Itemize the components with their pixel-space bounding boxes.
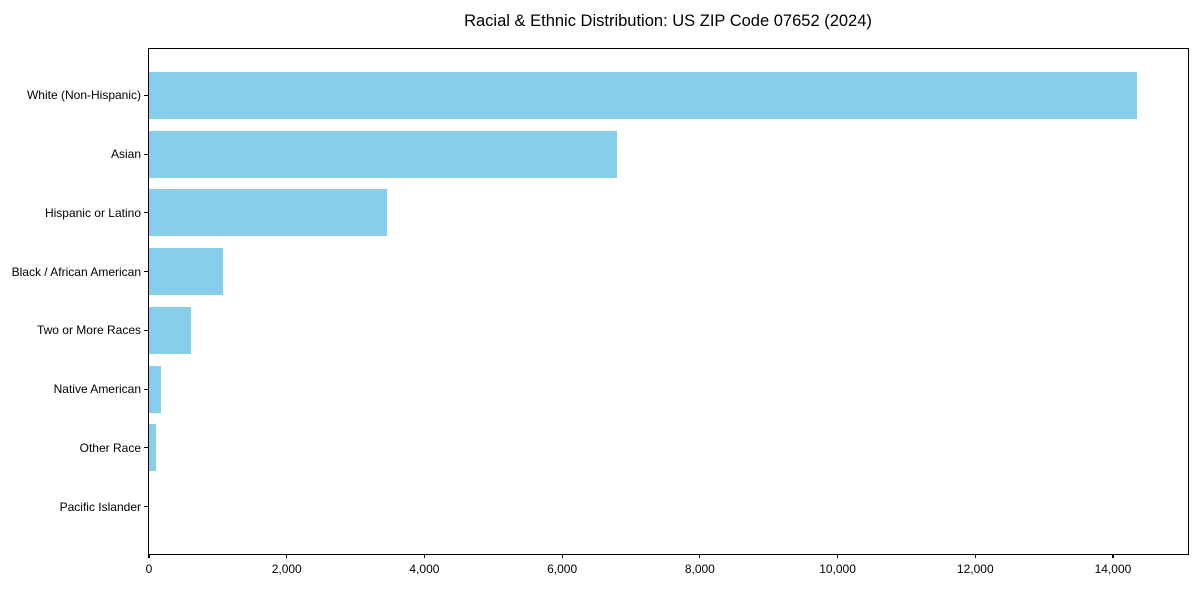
plot-frame — [147, 47, 1189, 555]
y-tick-mark — [144, 271, 149, 273]
x-tick-label: 14,000 — [1094, 562, 1132, 576]
x-tick-label: 6,000 — [547, 562, 578, 576]
x-tick-mark — [836, 553, 839, 559]
plot-area — [149, 49, 1187, 553]
x-tick-mark — [148, 553, 150, 559]
bar — [149, 306, 191, 354]
bar — [149, 248, 224, 296]
y-tick-mark — [144, 447, 149, 449]
y-tick-label: Black / African American — [11, 264, 141, 279]
y-tick-mark — [144, 329, 149, 331]
x-tick-mark — [699, 553, 701, 559]
x-tick-mark — [286, 553, 288, 559]
y-tick-mark — [144, 94, 149, 96]
y-tick-label: Other Race — [79, 440, 141, 455]
y-tick-mark — [144, 212, 149, 214]
bar — [149, 189, 387, 237]
x-tick-mark — [974, 553, 976, 559]
x-tick-mark — [1112, 553, 1114, 559]
bar — [149, 365, 161, 413]
x-tick-label: 4,000 — [409, 562, 440, 576]
y-tick-label: Hispanic or Latino — [44, 205, 141, 220]
y-tick-label: Pacific Islander — [59, 499, 141, 514]
bar — [149, 424, 156, 472]
x-tick-mark — [561, 553, 563, 559]
y-tick-label: White (Non-Hispanic) — [26, 88, 141, 103]
bar — [149, 71, 1138, 119]
chart-title: Racial & Ethnic Distribution: US ZIP Cod… — [464, 12, 872, 30]
y-tick-label: Native American — [53, 382, 141, 397]
y-tick-label: Asian — [110, 147, 141, 162]
y-tick-mark — [144, 153, 149, 155]
x-tick-label: 8,000 — [684, 562, 715, 576]
x-tick-label: 10,000 — [819, 562, 856, 576]
y-tick-mark — [144, 505, 149, 508]
x-tick-label: 12,000 — [956, 562, 994, 576]
y-tick-label: Two or More Races — [36, 323, 141, 338]
y-tick-mark — [144, 388, 149, 390]
x-tick-label: 2,000 — [271, 562, 302, 576]
bar — [149, 130, 618, 178]
x-tick-label: 0 — [145, 562, 153, 576]
x-tick-mark — [423, 553, 425, 559]
